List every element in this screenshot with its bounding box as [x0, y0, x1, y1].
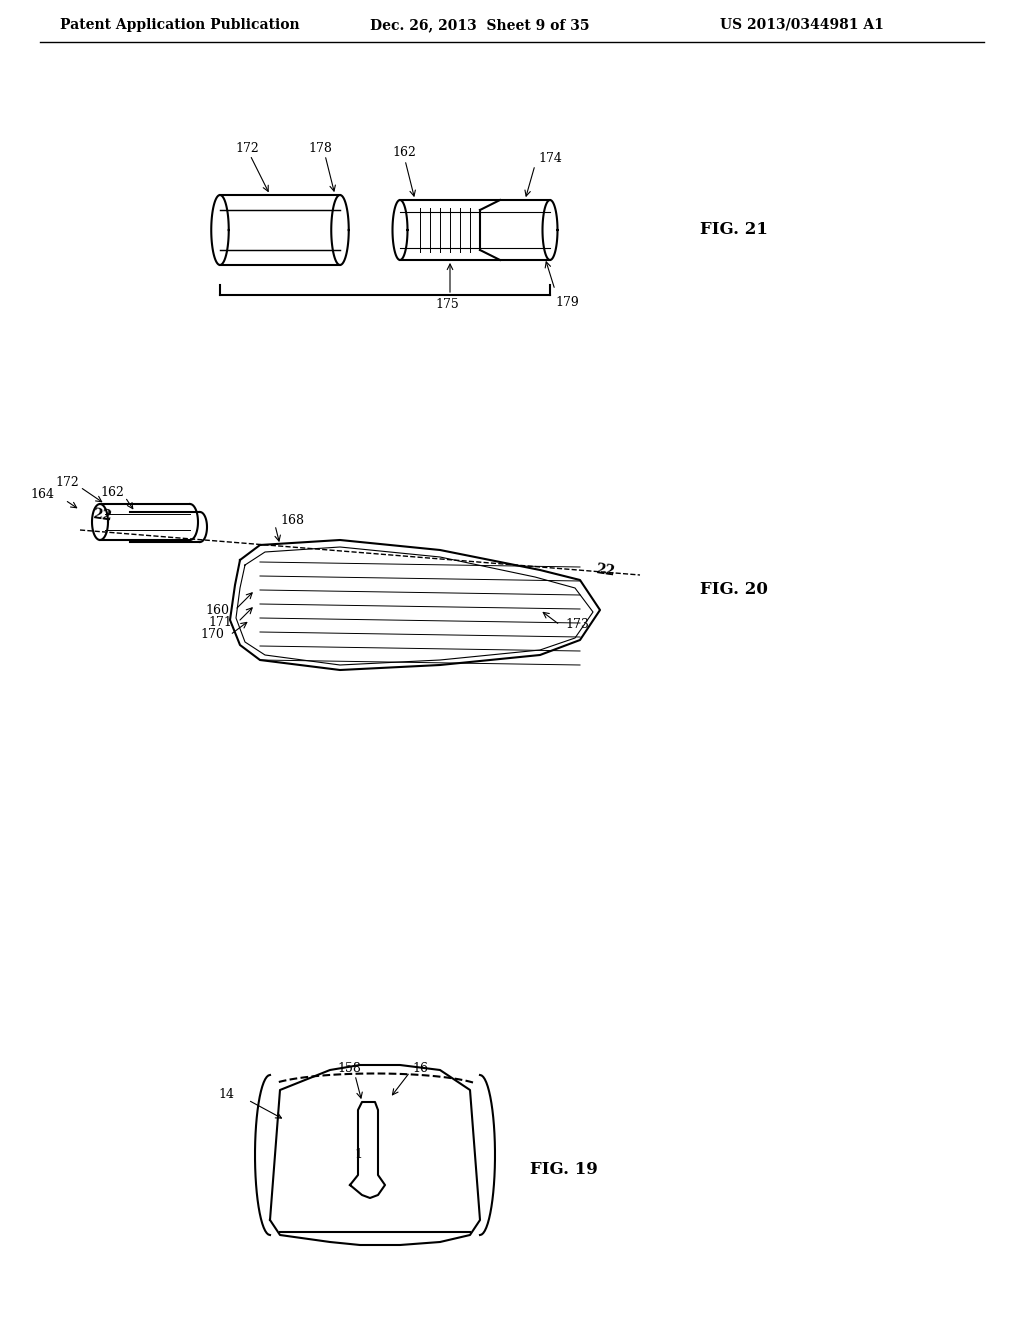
Text: 14: 14 — [218, 1089, 234, 1101]
Text: 172: 172 — [55, 475, 79, 488]
Text: 170: 170 — [200, 628, 224, 642]
Text: 173: 173 — [565, 619, 589, 631]
Text: FIG. 19: FIG. 19 — [530, 1162, 598, 1179]
Text: 16: 16 — [412, 1061, 428, 1074]
Text: FIG. 20: FIG. 20 — [700, 582, 768, 598]
Text: 168: 168 — [280, 513, 304, 527]
Text: 164: 164 — [30, 488, 54, 502]
Text: US 2013/0344981 A1: US 2013/0344981 A1 — [720, 18, 884, 32]
Text: Dec. 26, 2013  Sheet 9 of 35: Dec. 26, 2013 Sheet 9 of 35 — [370, 18, 590, 32]
Text: 22: 22 — [92, 507, 113, 523]
Text: FIG. 21: FIG. 21 — [700, 222, 768, 239]
Text: 1: 1 — [354, 1148, 362, 1162]
Text: 175: 175 — [435, 298, 459, 312]
Text: 158: 158 — [337, 1061, 360, 1074]
Text: 179: 179 — [555, 296, 579, 309]
Text: 162: 162 — [100, 486, 124, 499]
Text: 174: 174 — [538, 152, 562, 165]
Text: 162: 162 — [392, 145, 416, 158]
Text: 22: 22 — [595, 562, 616, 578]
Text: 160: 160 — [205, 603, 229, 616]
Text: 172: 172 — [234, 141, 259, 154]
Text: Patent Application Publication: Patent Application Publication — [60, 18, 300, 32]
Text: 178: 178 — [308, 141, 332, 154]
Text: 171: 171 — [208, 615, 231, 628]
